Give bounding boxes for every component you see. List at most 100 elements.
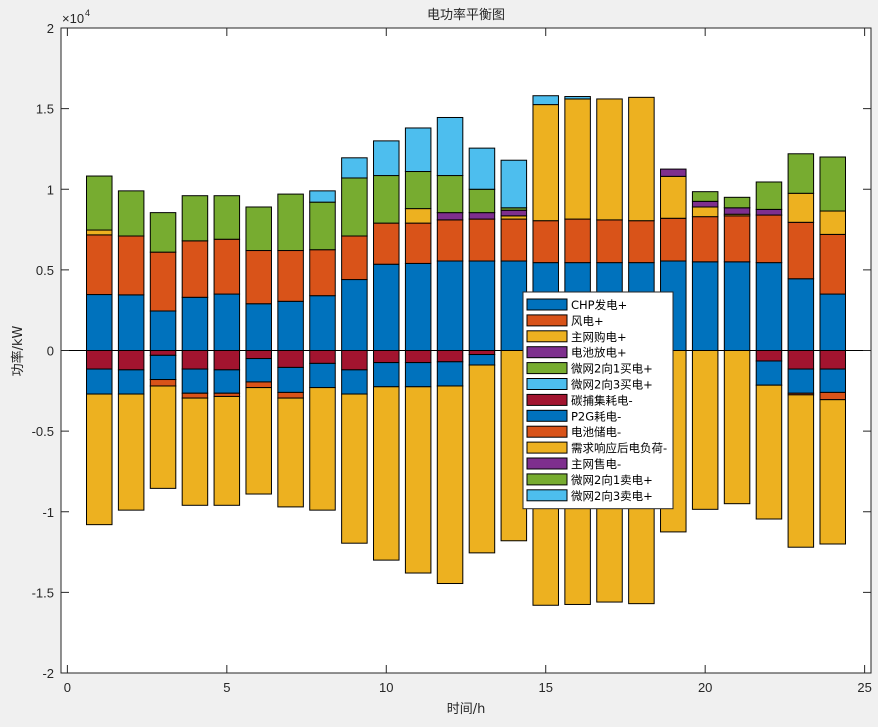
legend-label: 微网2向1卖电+ [571,473,653,487]
bar-segment-h22-s1 [755,214,783,264]
legend[interactable]: CHP发电+ 风电+ 主网购电+ 电池放电+ 微网2向1买电+ 微网2向3买电+碳捕集耗电… [522,291,674,510]
bar-segment-h9-s9 [341,393,368,544]
legend-swatch [526,362,568,375]
bar-segment-h22-s9 [755,384,783,520]
bar-segment-h10-s1 [373,222,400,265]
legend-item[interactable]: 微网2向3买电+ [526,378,653,392]
y-tick-label: 0 [47,344,54,359]
bar-segment-h20-s9 [691,350,719,510]
y-axis: -2 -1.5 -1 -0.5 0 0.5 1 1.5 2 [32,21,871,681]
legend-label: 微网2向1买电+ [571,362,653,376]
bar-segment-h2-s7 [117,369,145,395]
legend-item[interactable]: 碳捕集耗电- [526,393,633,407]
bar-segment-h20-s1 [691,216,719,263]
bar-segment-h8-s5 [309,190,336,203]
legend-label: 微网2向3卖电+ [571,489,653,503]
legend-swatch [526,457,568,470]
legend-swatch [526,409,568,422]
bar-segment-h22-s0 [755,262,783,351]
bar-segment-h7-s1 [277,250,304,302]
y-tick-label: -1.5 [32,585,54,600]
bar-segment-h14-s9 [500,350,528,542]
bar-segment-h16-s5 [564,96,591,100]
bar-segment-h3-s0 [149,310,177,351]
bar-segment-h2-s6 [117,350,145,371]
bar-segment-h12-s0 [436,260,464,352]
legend-item[interactable]: 主网售电- [526,457,621,471]
legend-item[interactable]: 风电+ [526,314,604,328]
x-tick-label: 20 [698,680,712,695]
bar-segment-h8-s7 [309,362,336,389]
bar-segment-h5-s9 [213,395,241,506]
bar-segment-h4-s0 [181,296,209,352]
bar-segment-h5-s0 [213,293,241,351]
bar-segment-h3-s6 [149,350,177,356]
bar-segment-h15-s1 [532,220,559,264]
bar-segment-h4-s9 [181,397,209,506]
bar-segment-h15-s5 [532,95,559,106]
legend-label: CHP发电+ [571,298,627,312]
bar-segment-h8-s4 [309,201,336,251]
bar-segment-h23-s1 [787,221,815,280]
y-tick-label: -2 [42,666,54,681]
bar-segment-h16-s1 [564,218,591,264]
bar-segment-h14-s5 [500,159,528,209]
legend-item[interactable]: 电池放电+ [526,346,627,360]
bar-segment-h22-s4 [755,181,783,210]
legend-item[interactable]: P2G耗电- [526,409,621,423]
bar-segment-h1-s0 [86,294,113,351]
bar-segment-h4-s1 [181,240,209,298]
legend-swatch [526,298,568,311]
bar-segment-h7-s6 [277,350,304,368]
y-multiplier-exponent: 4 [85,8,90,18]
legend-item[interactable]: 微网2向3卖电+ [526,489,653,503]
legend-item[interactable]: 微网2向1卖电+ [526,473,653,487]
bar-segment-h23-s7 [787,368,815,394]
bar-segment-h9-s1 [341,235,368,281]
legend-item[interactable]: 电池储电- [526,425,621,439]
bar-segment-h20-s3 [691,200,719,208]
y-tick-label: 1.5 [36,102,54,117]
bar-segment-h3-s9 [149,385,177,489]
legend-label: 电池放电+ [571,346,627,360]
bar-segment-h6-s1 [245,250,272,305]
bar-segment-h2-s1 [117,235,145,296]
bar-segment-h12-s9 [436,385,464,585]
bar-segment-h22-s6 [755,350,783,362]
y-tick-label: -0.5 [32,424,54,439]
bar-segment-h10-s9 [373,386,400,561]
bar-segment-h11-s6 [404,350,432,364]
bar-segment-h7-s8 [277,391,304,399]
y-tick-label: 2 [47,21,54,36]
bar-segment-h13-s0 [468,260,496,352]
x-axis-label: 时间/h [447,702,486,717]
legend-item[interactable]: CHP发电+ [526,298,627,312]
bar-segment-h24-s6 [819,350,846,370]
bar-segment-h12-s6 [436,350,464,363]
bar-segment-h23-s4 [787,153,815,194]
bar-segment-h20-s0 [691,261,719,351]
bar-segment-h12-s1 [436,219,464,262]
bar-segment-h24-s8 [819,391,846,401]
bar-segment-h1-s9 [86,393,113,526]
bar-segment-h18-s2 [628,96,655,222]
x-tick-label: 15 [538,680,552,695]
legend-swatch [526,441,568,454]
bar-segment-h1-s1 [86,234,113,296]
bar-segment-h24-s7 [819,368,846,393]
legend-item[interactable]: 主网购电+ [526,330,627,344]
bar-segment-h11-s7 [404,362,432,388]
bar-segment-h6-s8 [245,381,272,389]
bar-segment-h5-s6 [213,350,241,371]
bar-segment-h21-s4 [723,196,751,209]
legend-item[interactable]: 需求响应后电负荷- [526,441,667,455]
bar-segment-h9-s7 [341,369,368,395]
bar-segment-h10-s4 [373,175,400,224]
bar-segment-h8-s0 [309,295,336,351]
bar-segment-h21-s3 [723,207,751,215]
legend-item[interactable]: 微网2向1买电+ [526,362,653,376]
bar-segment-h13-s3 [468,212,496,220]
legend-label: 微网2向3买电+ [571,378,653,392]
bar-segment-h13-s5 [468,147,496,190]
